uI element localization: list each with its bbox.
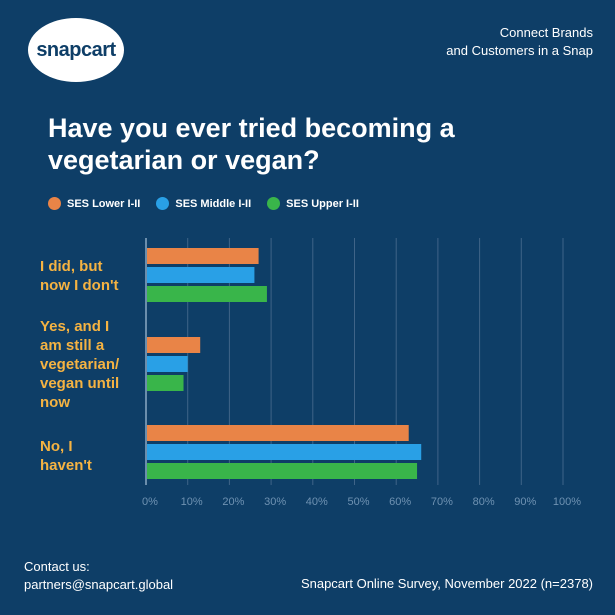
legend-item-middle: SES Middle I-II <box>156 197 251 210</box>
x-tick-label-2: 20% <box>222 496 244 508</box>
bar-cat2-series2 <box>147 463 418 479</box>
x-tick-label-0: 0% <box>142 496 158 508</box>
x-tick-label-10: 100% <box>553 496 581 508</box>
legend-dot-upper <box>267 197 281 210</box>
legend-label-lower: SES Lower I-II <box>67 197 141 210</box>
legend-item-upper: SES Upper I-II <box>267 197 359 210</box>
logo-text: snapcart <box>36 38 116 61</box>
bar-cat2-series0 <box>147 425 409 441</box>
x-tick-label-5: 50% <box>347 496 369 508</box>
legend-dot-middle <box>156 197 170 210</box>
x-tick-label-9: 90% <box>514 496 536 508</box>
category-label-still-vegetarian: Yes, and I am still a vegetarian/ vegan … <box>40 318 120 411</box>
tagline: Connect Brands and Customers in a Snap <box>446 24 593 60</box>
survey-source: Snapcart Online Survey, November 2022 (n… <box>300 576 593 591</box>
category-label-did-but-not-now: I did, but now I don't <box>40 258 119 294</box>
tagline-line-1: Connect Brands <box>499 25 593 40</box>
contact-label: Contact us: <box>24 559 90 574</box>
x-tick-label-8: 80% <box>473 496 495 508</box>
bar-cat1-series0 <box>147 337 201 353</box>
snapcart-logo: snapcart <box>28 18 124 82</box>
legend-dot-lower <box>48 197 61 210</box>
chart-title: Have you ever tried becoming a vegetaria… <box>48 113 455 175</box>
tagline-line-2: and Customers in a Snap <box>446 43 593 58</box>
bar-cat1-series2 <box>147 375 184 391</box>
bar-cat2-series1 <box>147 444 422 460</box>
x-tick-label-1: 10% <box>181 496 203 508</box>
legend: SES Lower I-II SES Middle I-II SES Upper… <box>48 197 359 210</box>
x-tick-label-4: 40% <box>306 496 328 508</box>
x-tick-label-6: 60% <box>389 496 411 508</box>
bar-cat0-series0 <box>147 248 259 264</box>
legend-item-lower: SES Lower I-II <box>48 197 140 210</box>
legend-label-upper: SES Upper I-II <box>286 197 359 210</box>
legend-label-middle: SES Middle I-II <box>175 197 252 210</box>
bar-cat1-series1 <box>147 356 188 372</box>
x-tick-label-3: 30% <box>264 496 286 508</box>
x-tick-label-7: 70% <box>431 496 453 508</box>
category-label-havent: No, I haven't <box>40 438 92 474</box>
contact-email[interactable]: partners@snapcart.global <box>24 577 174 592</box>
bar-cat0-series1 <box>147 267 255 283</box>
bar-cat0-series2 <box>147 286 267 302</box>
contact-block: Contact us: partners@snapcart.global <box>24 558 173 594</box>
